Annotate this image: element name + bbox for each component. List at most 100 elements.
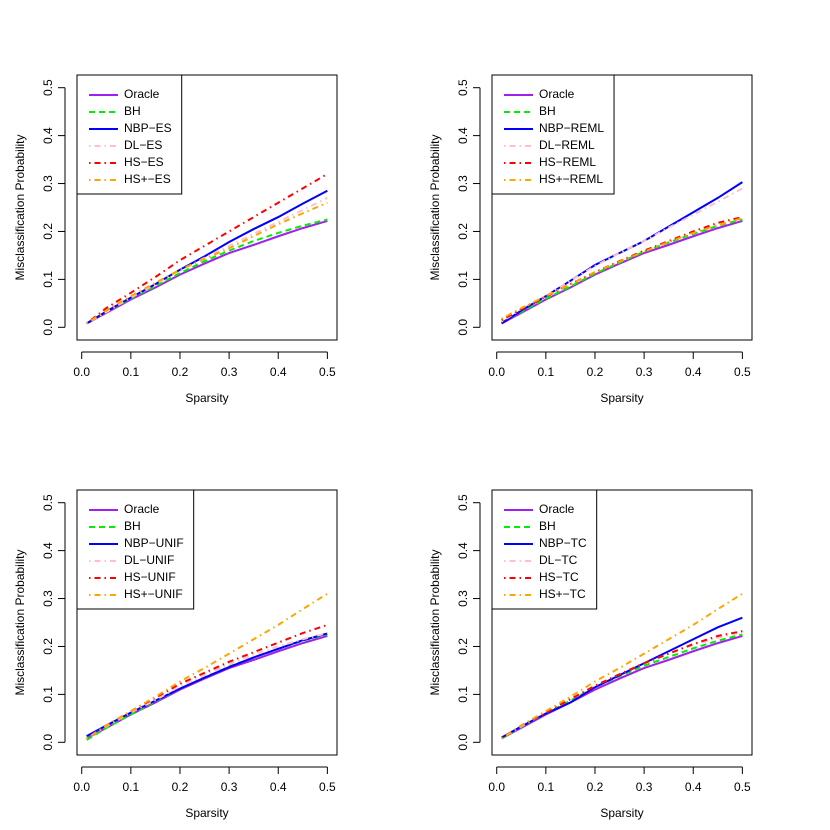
- y-tick-label: 0.1: [456, 686, 470, 703]
- x-tick-label: 0.1: [538, 365, 555, 379]
- legend-label: Oracle: [539, 502, 575, 516]
- legend-label: BH: [539, 104, 556, 118]
- series-line: [86, 632, 328, 737]
- series-line: [501, 218, 743, 324]
- series-line: [501, 633, 743, 740]
- series-line: [86, 201, 328, 325]
- y-tick-label: 0.5: [456, 79, 470, 96]
- series-line: [86, 219, 328, 325]
- legend-label: BH: [124, 104, 141, 118]
- legend: Oracle BH NBP−ES DL−ES HS−ES HS+−ES: [76, 74, 183, 195]
- y-tick-label: 0.5: [41, 79, 55, 96]
- plot-frame: [491, 489, 753, 756]
- x-tick-label: 0.2: [587, 780, 604, 794]
- legend-label: BH: [124, 519, 141, 533]
- x-tick-label: 0.5: [319, 365, 336, 379]
- x-tick-label: 0.0: [488, 365, 505, 379]
- x-tick-label: 0.0: [73, 365, 90, 379]
- x-tick-label: 0.5: [319, 780, 336, 794]
- legend-label: NBP−REML: [539, 121, 604, 135]
- x-tick-label: 0.1: [123, 365, 140, 379]
- series-line: [501, 631, 743, 740]
- y-tick-label: 0.0: [456, 734, 470, 751]
- x-axis-label: Sparsity: [185, 391, 228, 405]
- legend-label: BH: [539, 519, 556, 533]
- x-axis-label: Sparsity: [600, 391, 643, 405]
- y-tick-label: 0.1: [41, 271, 55, 288]
- series-line: [86, 633, 328, 741]
- x-tick-label: 0.3: [221, 780, 238, 794]
- panel: 0.0 0.1 0.2 0.3 0.4 0.5 0.0 0.1 0.2 0.3 0.4 0.5 Spar…: [13, 489, 338, 820]
- y-tick-label: 0.5: [41, 494, 55, 511]
- x-tick-label: 0.4: [685, 365, 702, 379]
- series-line: [86, 634, 328, 740]
- y-tick-label: 0.0: [456, 319, 470, 336]
- legend: Oracle BH NBP−TC DL−TC HS−TC HS+−TC: [491, 489, 598, 610]
- x-tick-label: 0.2: [587, 365, 604, 379]
- y-tick-label: 0.4: [41, 127, 55, 144]
- legend-label: DL−UNIF: [124, 553, 174, 567]
- series-line: [501, 219, 743, 325]
- legend-label: Oracle: [124, 502, 160, 516]
- y-tick-label: 0.5: [456, 494, 470, 511]
- y-tick-label: 0.4: [456, 127, 470, 144]
- y-tick-label: 0.2: [41, 223, 55, 240]
- legend-label: HS−ES: [124, 155, 164, 169]
- legend-label: Oracle: [539, 87, 575, 101]
- legend-label: NBP−ES: [124, 121, 172, 135]
- legend-label: HS−TC: [539, 570, 579, 584]
- x-tick-label: 0.4: [270, 365, 287, 379]
- x-tick-label: 0.1: [538, 780, 555, 794]
- x-tick-label: 0.0: [73, 780, 90, 794]
- legend-label: HS+−ES: [124, 172, 171, 186]
- y-axis-label: Misclassification Probability: [428, 134, 442, 280]
- legend-label: DL−TC: [539, 553, 578, 567]
- series-line: [501, 634, 743, 740]
- legend: Oracle BH NBP−REML DL−REML HS−REML HS+−REML: [491, 74, 615, 195]
- y-axis-label: Misclassification Probability: [13, 549, 27, 695]
- y-tick-label: 0.2: [456, 223, 470, 240]
- x-tick-label: 0.2: [172, 365, 189, 379]
- legend-label: NBP−TC: [539, 536, 587, 550]
- legend-label: DL−REML: [539, 138, 595, 152]
- x-tick-label: 0.3: [636, 780, 653, 794]
- legend: Oracle BH NBP−UNIF DL−UNIF HS−UNIF HS+−UNIF: [76, 489, 195, 610]
- x-tick-label: 0.3: [636, 365, 653, 379]
- plot-frame: [76, 489, 338, 756]
- y-tick-label: 0.1: [456, 271, 470, 288]
- y-tick-label: 0.0: [41, 734, 55, 751]
- legend-label: HS−REML: [539, 155, 596, 169]
- plot-frame: [76, 74, 338, 341]
- legend-label: HS+−REML: [539, 172, 603, 186]
- legend-label: HS+−UNIF: [124, 587, 183, 601]
- series-line: [86, 623, 328, 740]
- y-tick-label: 0.3: [456, 590, 470, 607]
- x-tick-label: 0.5: [734, 365, 751, 379]
- series-line: [86, 632, 328, 740]
- x-axis-label: Sparsity: [185, 806, 228, 820]
- series-line: [86, 218, 328, 325]
- y-tick-label: 0.3: [41, 175, 55, 192]
- y-tick-label: 0.1: [41, 686, 55, 703]
- y-tick-label: 0.2: [456, 638, 470, 655]
- legend-label: NBP−UNIF: [124, 536, 184, 550]
- legend-label: HS+−TC: [539, 587, 586, 601]
- series-line: [501, 592, 743, 740]
- x-tick-label: 0.4: [685, 780, 702, 794]
- legend-label: DL−ES: [124, 138, 162, 152]
- y-tick-label: 0.4: [456, 542, 470, 559]
- panel: 0.0 0.1 0.2 0.3 0.4 0.5 0.0 0.1 0.2 0.3 0.4 0.5 Spar…: [428, 74, 753, 405]
- series-line: [86, 592, 328, 740]
- y-tick-label: 0.4: [41, 542, 55, 559]
- x-axis-label: Sparsity: [600, 806, 643, 820]
- y-axis-label: Misclassification Probability: [13, 134, 27, 280]
- legend-label: Oracle: [124, 87, 160, 101]
- y-axis-label: Misclassification Probability: [428, 549, 442, 695]
- y-tick-label: 0.3: [41, 590, 55, 607]
- x-tick-label: 0.3: [221, 365, 238, 379]
- x-tick-label: 0.1: [123, 780, 140, 794]
- panel: 0.0 0.1 0.2 0.3 0.4 0.5 0.0 0.1 0.2 0.3 0.4 0.5 Spar…: [13, 74, 338, 405]
- x-tick-label: 0.0: [488, 780, 505, 794]
- series-line: [501, 217, 743, 320]
